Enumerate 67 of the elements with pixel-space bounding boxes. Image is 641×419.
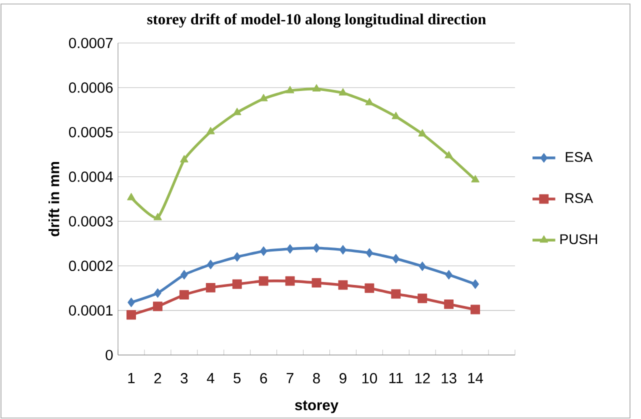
y-axis-title: drift in mm (48, 162, 60, 236)
point (154, 212, 162, 220)
point (232, 108, 242, 116)
point (418, 262, 426, 272)
point (364, 283, 374, 293)
y-tick-label: 0 (106, 350, 113, 360)
chart-title: storey drift of model-10 along longitudinal direction (147, 13, 486, 28)
point (232, 279, 242, 289)
point (152, 302, 162, 312)
point (444, 299, 454, 309)
x-tick-label: 9 (340, 373, 346, 384)
point (418, 294, 428, 304)
point (312, 278, 322, 288)
y-tick-label: 0.0005 (69, 126, 113, 138)
point (128, 298, 135, 308)
x-tick-label: 8 (313, 373, 320, 384)
x-tick-label: 11 (389, 373, 403, 384)
legend-label: RSA (565, 193, 594, 204)
point (391, 289, 401, 299)
point (260, 246, 268, 256)
x-tick-label: 14 (468, 373, 484, 384)
y-tick-label: 0.0002 (69, 260, 113, 272)
x-tick-label: 10 (362, 373, 378, 384)
point (206, 126, 215, 134)
point (338, 88, 348, 96)
point (154, 288, 162, 298)
y-tick-label: 0.0004 (69, 172, 113, 182)
point (472, 279, 479, 289)
point (207, 260, 214, 270)
point (312, 84, 321, 92)
point (126, 310, 136, 320)
x-tick-label: 2 (154, 373, 162, 384)
point (206, 282, 216, 292)
point (180, 270, 188, 280)
point (445, 270, 452, 280)
point (286, 86, 294, 94)
x-tick-label: 13 (442, 373, 456, 384)
point (312, 243, 320, 253)
point (127, 192, 136, 200)
point (471, 175, 480, 182)
point (285, 276, 295, 286)
y-tick-label: 0.0007 (69, 38, 113, 48)
x-tick-label: 4 (206, 373, 214, 384)
x-tick-label: 6 (260, 373, 267, 384)
point (470, 304, 480, 314)
legend-label: ESA (566, 152, 593, 162)
point (233, 252, 241, 262)
point (339, 245, 347, 255)
point (258, 276, 268, 286)
point (418, 129, 427, 136)
x-tick-label: 7 (286, 373, 294, 384)
legend-label: PUSH (560, 234, 598, 244)
x-tick-label: 12 (415, 373, 430, 384)
y-tick-label: 0.0006 (69, 82, 113, 93)
y-tick-label: 0.0001 (69, 305, 113, 316)
point (338, 280, 348, 290)
y-tick-label: 0.0003 (69, 216, 113, 226)
x-tick-label: 3 (180, 373, 188, 384)
point (392, 254, 400, 264)
point (180, 155, 188, 162)
x-tick-label: 1 (128, 373, 135, 384)
point (366, 248, 374, 258)
point (286, 244, 294, 254)
x-axis-title: storey (295, 400, 338, 414)
point (179, 290, 189, 300)
x-tick-label: 5 (234, 373, 241, 384)
point (444, 151, 453, 158)
